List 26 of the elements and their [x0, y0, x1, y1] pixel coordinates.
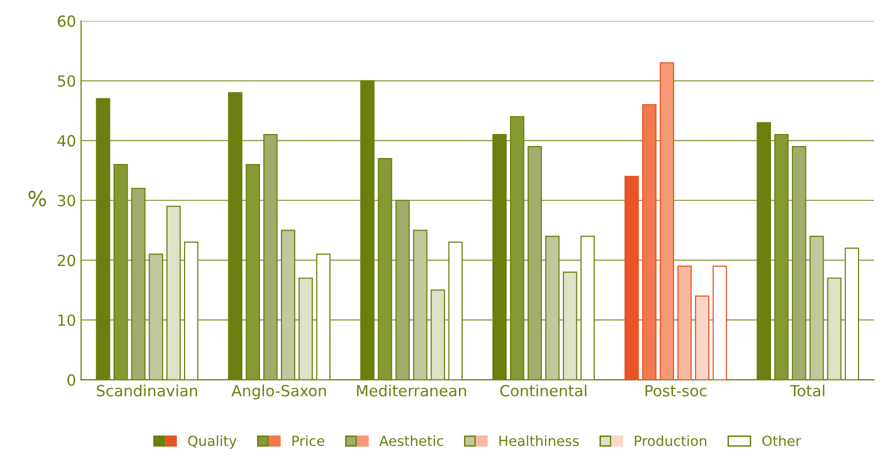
- y-tick-label: 60: [58, 15, 76, 27]
- bar: [660, 62, 674, 380]
- bar: [624, 176, 639, 380]
- y-axis-title: %: [28, 190, 46, 206]
- x-tick-label: Mediterranean: [357, 384, 466, 396]
- x-tick-label: Total: [790, 384, 824, 396]
- legend-label: Healthiness: [499, 435, 579, 446]
- bar: [677, 266, 692, 380]
- bar: [712, 266, 727, 380]
- legend-label: Aesthetic: [379, 435, 444, 446]
- y-tick-label: 10: [58, 314, 76, 326]
- legend-label: Other: [762, 435, 802, 446]
- x-tick-label: Post-soc: [646, 385, 706, 396]
- bar: [694, 296, 710, 380]
- y-tick-label: 20: [58, 254, 76, 266]
- legend-label: Price: [292, 435, 324, 446]
- y-tick-label: 0: [67, 374, 76, 386]
- x-tick-label: Anglo-Saxon: [231, 384, 326, 400]
- y-tick-label: 30: [58, 194, 76, 206]
- y-tick-label: 40: [57, 135, 76, 147]
- y-tick-label: 50: [58, 75, 76, 87]
- x-tick-label: Scandinavian: [96, 384, 198, 396]
- legend-label: Quality: [188, 435, 237, 449]
- legend-label: Production: [634, 435, 706, 446]
- bar: [642, 104, 656, 380]
- x-tick-label: Continental: [500, 384, 586, 396]
